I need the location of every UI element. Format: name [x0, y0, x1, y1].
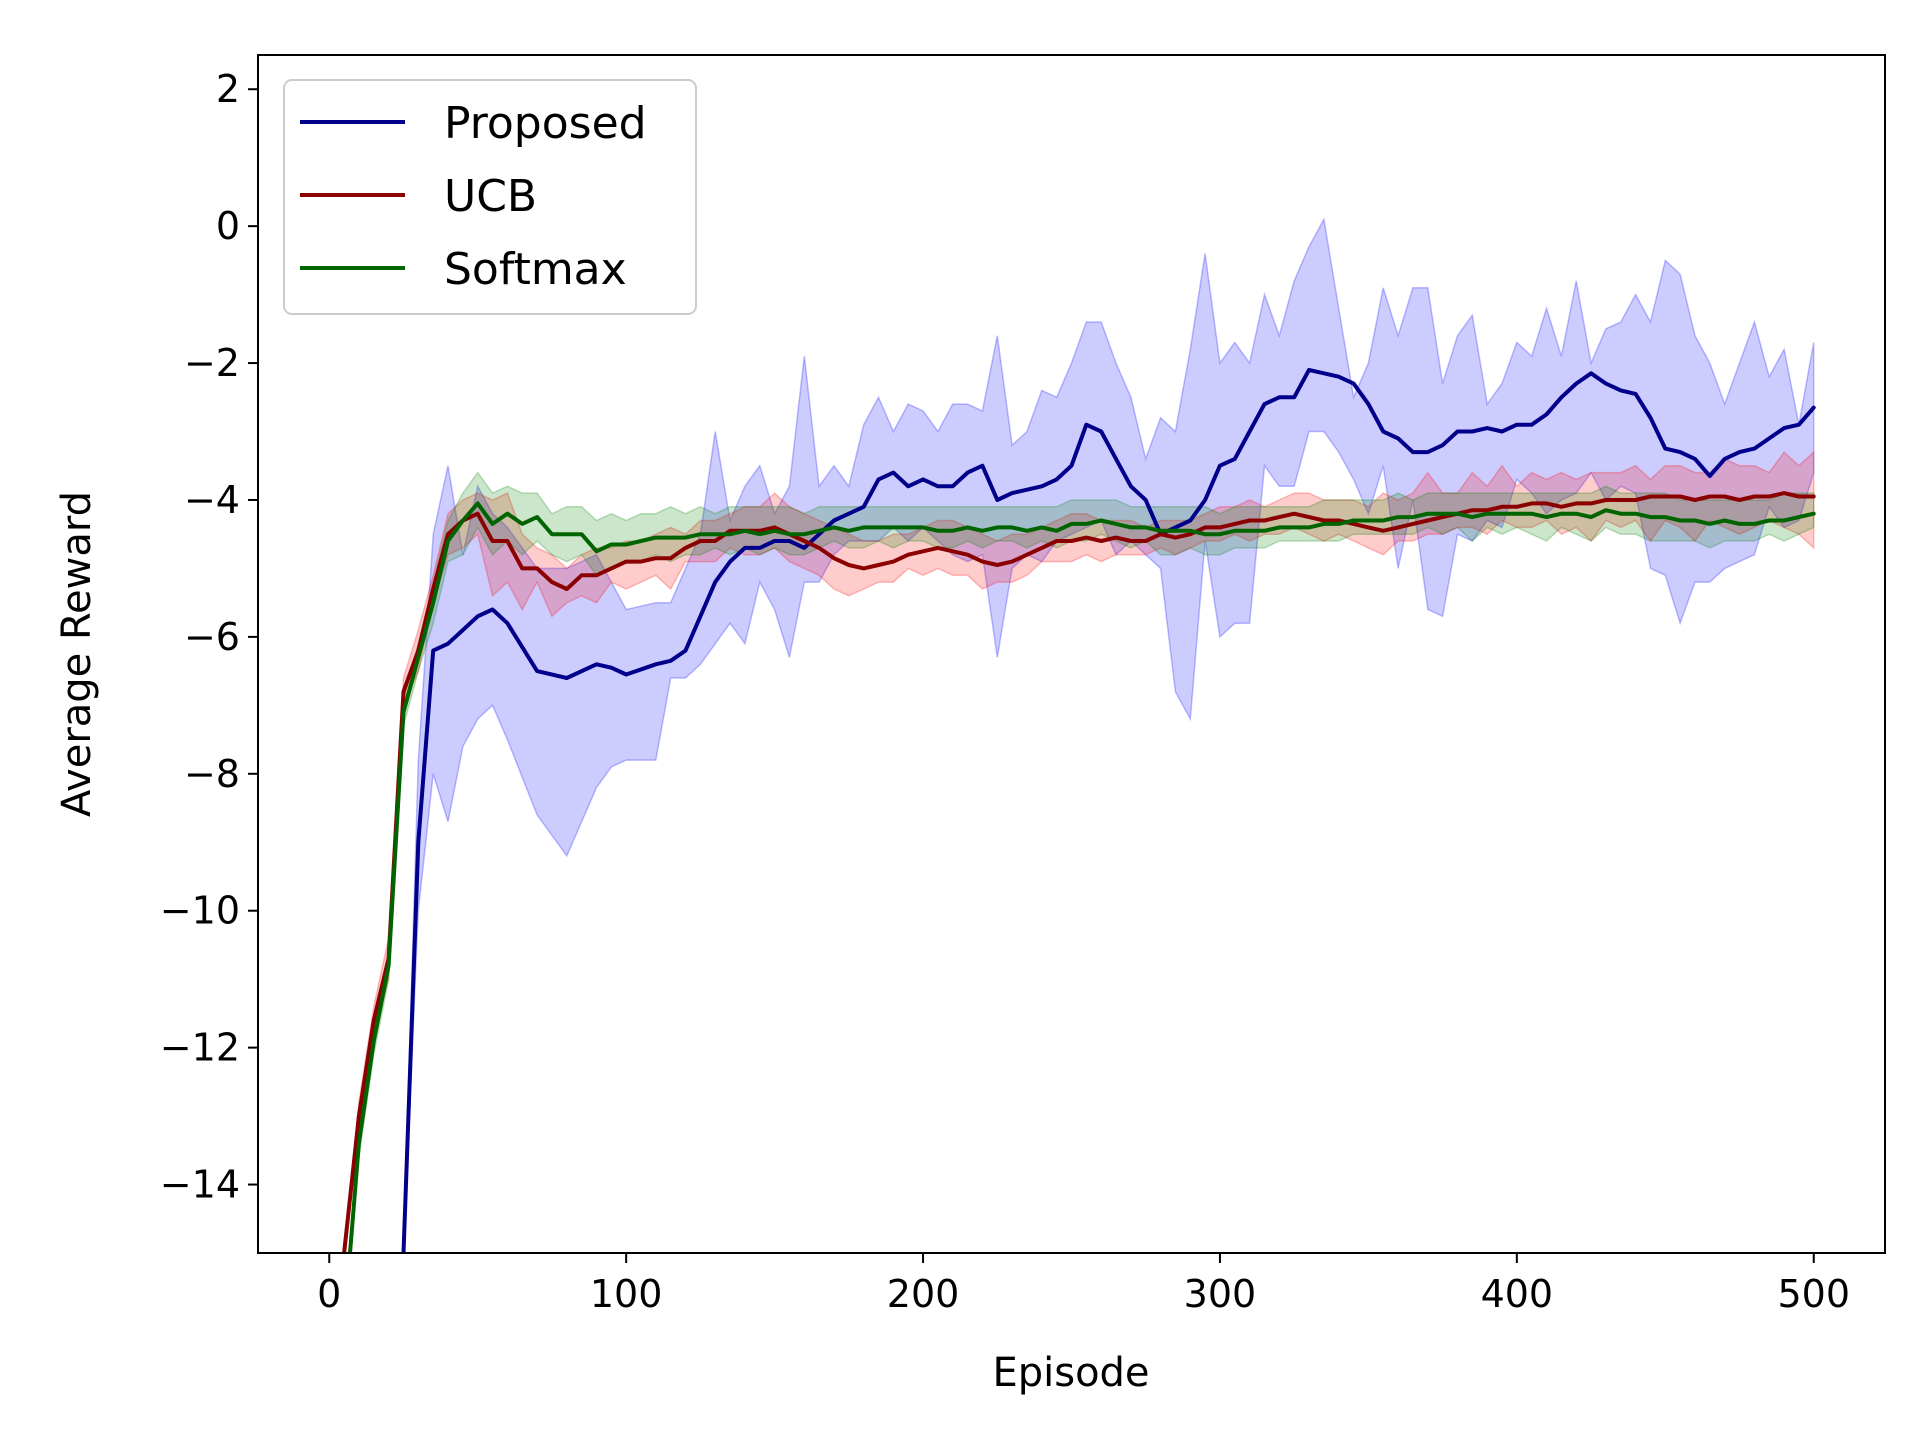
line-softmax — [348, 501, 1816, 1253]
x-tick-label: 400 — [1481, 1272, 1554, 1316]
plot-area-frame — [257, 54, 1886, 1254]
x-tick-label: 500 — [1777, 1272, 1850, 1316]
legend-box — [283, 79, 697, 315]
x-axis-title: Episode — [992, 1350, 1149, 1396]
band-softmax — [349, 471, 1815, 1253]
y-axis-title: Average Reward — [54, 491, 100, 817]
y-tick-label: 0 — [216, 204, 240, 248]
y-tick-label: −8 — [184, 752, 240, 796]
y-tick-label: −14 — [160, 1163, 240, 1207]
y-tick-label: −4 — [184, 478, 240, 522]
y-tick-label: −12 — [160, 1026, 240, 1070]
legend-label-ucb: UCB — [444, 171, 537, 222]
y-axis-ticks: 2 0 −2 −4 −6 −8 −10 −12 −14 — [160, 67, 258, 1207]
line-proposed — [401, 367, 1816, 1253]
legend-label-softmax: Softmax — [444, 244, 627, 295]
x-tick-label: 100 — [590, 1272, 663, 1316]
line-ucb — [342, 491, 1816, 1253]
x-tick-label: 200 — [887, 1272, 960, 1316]
x-tick-label: 0 — [317, 1272, 341, 1316]
x-axis-ticks: 0 100 200 300 400 500 — [317, 1253, 1850, 1316]
y-tick-label: 2 — [216, 67, 240, 111]
legend: Proposed UCB Softmax — [283, 79, 697, 315]
y-tick-label: −10 — [160, 889, 240, 933]
y-tick-label: −6 — [184, 615, 240, 659]
series-lines — [342, 367, 1816, 1253]
y-tick-label: −2 — [184, 341, 240, 385]
x-tick-label: 300 — [1184, 1272, 1257, 1316]
legend-label-proposed: Proposed — [444, 98, 647, 149]
